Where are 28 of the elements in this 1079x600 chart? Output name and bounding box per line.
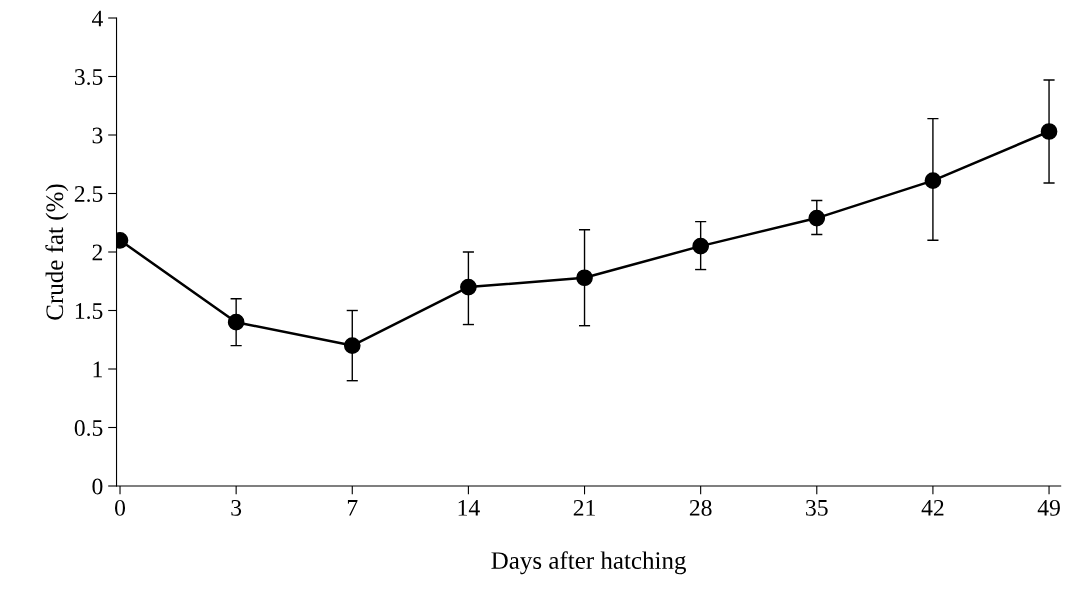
x-tick-label: 42 xyxy=(921,499,944,516)
y-axis-title: Crude fat (%) xyxy=(45,184,69,320)
point xyxy=(576,269,593,287)
point xyxy=(343,337,361,354)
x-tick-label: 49 xyxy=(1037,499,1060,516)
point xyxy=(227,313,245,331)
y-tick-label: 1 xyxy=(93,361,102,378)
point xyxy=(692,237,709,255)
y-tick-label: 1.5 xyxy=(75,303,103,320)
x-tick-label: 28 xyxy=(689,499,712,516)
x-tick-label: 3 xyxy=(231,499,242,516)
x-tick-label: 7 xyxy=(347,500,358,516)
x-tick-label: 35 xyxy=(806,499,828,516)
x-tick-label: 21 xyxy=(573,499,595,516)
y-tick-label: 0 xyxy=(92,478,103,495)
point xyxy=(924,172,942,189)
point xyxy=(460,278,477,296)
y-tick-label: 3 xyxy=(92,127,103,144)
x-axis-title: Days after hatching xyxy=(491,551,686,575)
y-tick-label: 2 xyxy=(92,244,103,261)
point xyxy=(808,209,826,227)
point xyxy=(1040,123,1058,140)
y-tick-label: 4 xyxy=(91,10,103,27)
y-tick-label: 0.5 xyxy=(74,419,103,437)
y-tick-label: 3.5 xyxy=(74,69,103,86)
y-tick-label: 2.5 xyxy=(74,186,103,203)
x-tick-label: 0 xyxy=(115,499,126,516)
x-tick-label: 14 xyxy=(458,499,480,516)
